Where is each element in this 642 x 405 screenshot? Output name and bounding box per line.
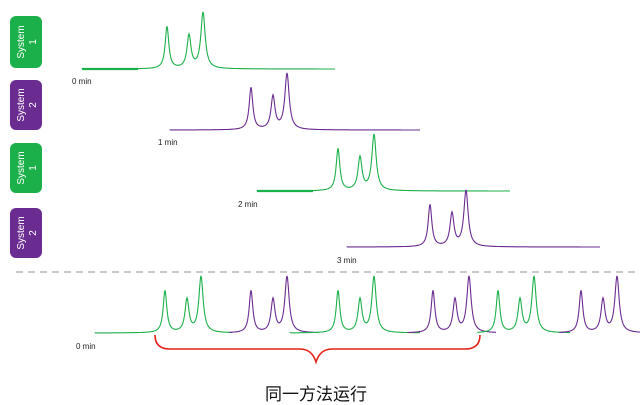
chromatogram-run-3: [256, 133, 510, 193]
combined-trace-segment: [407, 275, 496, 334]
system-badge-3: System 1: [10, 143, 42, 193]
svg-text:System: System: [16, 88, 27, 121]
svg-text:System: System: [16, 25, 27, 58]
combined-chromatogram: [94, 275, 640, 334]
chromatogram-trace: [256, 133, 510, 192]
combined-trace-segment: [477, 275, 570, 334]
combined-trace-segment: [289, 275, 420, 334]
chromatogram-trace: [346, 189, 600, 248]
chromatogram-run-2: [169, 72, 420, 131]
system-badge-number: 1: [28, 39, 39, 45]
svg-text:2: 2: [28, 230, 39, 236]
system-badge-2: System 2: [10, 80, 42, 130]
svg-text:1: 1: [28, 39, 39, 45]
system-badge-1: System 1: [10, 16, 42, 68]
chromatogram-trace: [169, 72, 420, 131]
chromatogram-trace: [81, 11, 335, 70]
chromatogram-run-1: [81, 11, 335, 71]
system-badge-title: System: [16, 216, 27, 249]
grouping-brace: [154, 334, 481, 365]
svg-text:System: System: [16, 216, 27, 249]
svg-text:2: 2: [28, 102, 39, 108]
system-badge-number: 1: [28, 165, 39, 171]
chromatogram-run-4: [346, 189, 600, 248]
svg-text:System: System: [16, 151, 27, 184]
time-label-run-3: 2 min: [238, 200, 258, 209]
system-badge-number: 2: [28, 230, 39, 236]
system-badge-number: 2: [28, 102, 39, 108]
system-badge-4: System 2: [10, 208, 42, 258]
svg-text:1: 1: [28, 165, 39, 171]
system-badge-title: System: [16, 25, 27, 58]
combined-trace-segment: [559, 275, 640, 333]
combined-trace-segment: [229, 275, 318, 334]
time-label-combined: 0 min: [76, 342, 96, 351]
time-label-run-1: 0 min: [72, 77, 92, 86]
time-label-run-2: 1 min: [158, 138, 178, 147]
system-badge-title: System: [16, 88, 27, 121]
system-badge-title: System: [16, 151, 27, 184]
caption: 同一方法运行: [265, 385, 367, 405]
combined-trace-segment: [94, 275, 232, 334]
time-label-run-4: 3 min: [337, 256, 357, 265]
